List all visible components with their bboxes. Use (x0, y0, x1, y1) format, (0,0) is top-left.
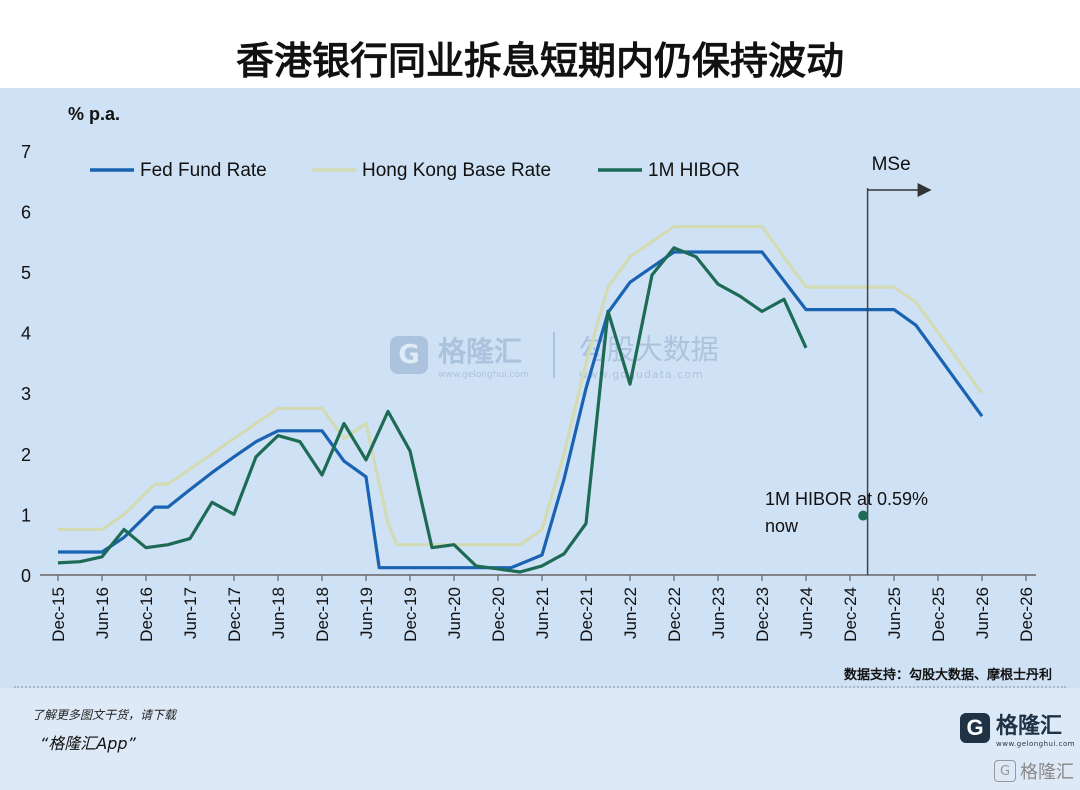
watermark-name-1: 格隆汇 (438, 334, 523, 368)
x-tick-label: Jun-16 (93, 587, 112, 639)
x-tick-label: Dec-21 (577, 587, 596, 642)
x-tick-label: Dec-25 (929, 587, 948, 642)
y-tick-label: 6 (21, 202, 31, 222)
brand-logo-icon: G (960, 713, 990, 743)
x-tick-label: Dec-17 (225, 587, 244, 642)
legend-label: 1M HIBOR (648, 160, 740, 181)
annotation-text-line-2: now (765, 516, 799, 536)
x-tick-label: Jun-18 (269, 587, 288, 639)
x-tick-label: Jun-26 (973, 587, 992, 639)
x-tick-label: Jun-21 (533, 587, 552, 639)
y-tick-label: 4 (21, 324, 31, 344)
x-tick-label: Dec-26 (1017, 587, 1036, 642)
watermark-url-1: www.gelonghui.com (438, 369, 529, 380)
x-tick-label: Jun-23 (709, 587, 728, 639)
x-tick-label: Dec-15 (49, 587, 68, 642)
line-chart: % p.a. 0 1 2 3 4 5 6 7 Dec-15 Jun-16 Dec-16 Jun-17 De… (21, 104, 1036, 642)
x-tick-label: Jun-22 (621, 587, 640, 639)
watermark-logo-icon: G (390, 335, 428, 374)
y-tick-label: 1 (21, 505, 31, 525)
watermark-url-2: www.gogudata.com (578, 368, 704, 381)
chart-panel (0, 88, 1080, 688)
corner-watermark-text: 格隆汇 (1020, 762, 1074, 783)
y-tick-label: 0 (21, 566, 31, 586)
legend-label: Hong Kong Base Rate (362, 160, 551, 181)
x-tick-label: Jun-17 (181, 587, 200, 639)
y-axis-label: % p.a. (68, 104, 120, 124)
series-line-2 (57, 246, 808, 574)
footer-download-note: 了解更多图文干货，请下载 (32, 708, 177, 722)
x-tick-label: Dec-23 (753, 587, 772, 642)
corner-logo-icon: G (994, 760, 1016, 782)
watermark-separator (552, 331, 555, 378)
x-tick-label: Dec-24 (841, 587, 860, 642)
forecast-arrow-head (917, 183, 932, 197)
y-tick-label: 3 (21, 384, 31, 404)
x-tick-label: Jun-24 (797, 587, 816, 639)
series-line-0 (58, 250, 984, 570)
x-tick-label: Dec-16 (137, 587, 156, 642)
y-tick-label: 5 (21, 263, 31, 283)
x-tick-label: Jun-20 (445, 587, 464, 639)
brand-logo-url: www.gelonghui.com (996, 740, 1076, 748)
x-tick-label: Dec-22 (665, 587, 684, 642)
page-header: 香港银行同业拆息短期内仍保持波动 (0, 0, 1080, 88)
divider (14, 686, 1066, 688)
footer-app-name: “格隆汇App” (40, 734, 136, 753)
annotation-point (858, 510, 869, 521)
legend-label: Fed Fund Rate (140, 160, 267, 181)
brand-logo-text: 格隆汇 (996, 714, 1063, 739)
brand-logo: G 格隆汇 www.gelonghui.com (960, 708, 1075, 748)
y-tick-label: 7 (21, 142, 31, 162)
x-tick-label: Jun-19 (357, 587, 376, 639)
annotation-text-line-1: 1M HIBOR at 0.59% (765, 489, 928, 509)
x-tick-label: Dec-19 (401, 587, 420, 642)
forecast-label: MSe (872, 154, 911, 175)
source-note: 数据支持：勾股大数据、摩根士丹利 (843, 668, 1052, 683)
x-tick-label: Dec-20 (489, 587, 508, 642)
x-tick-label: Dec-18 (313, 587, 332, 642)
y-tick-label: 2 (21, 445, 31, 465)
x-tick-label: Jun-25 (885, 587, 904, 639)
corner-watermark: G 格隆汇 (994, 758, 1074, 784)
page-title: 香港银行同业拆息短期内仍保持波动 (235, 39, 844, 83)
